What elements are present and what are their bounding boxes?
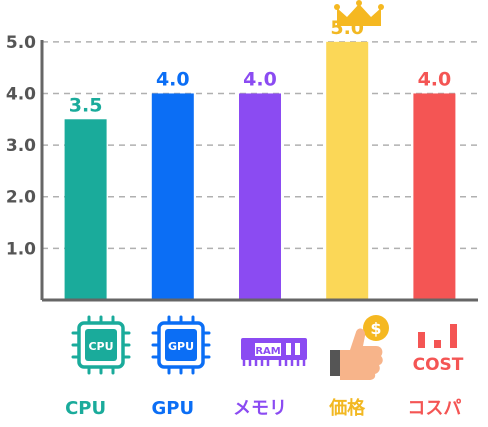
- bar: [64, 119, 107, 300]
- category-labels: CPU GPU メモリ 価格 コスパ: [65, 397, 461, 419]
- cpu-chip-icon: CPU: [71, 315, 131, 375]
- data-label: 4.0: [243, 68, 277, 90]
- ram-icon-text: RAM: [255, 346, 280, 357]
- bars: [64, 41, 456, 301]
- bar: [413, 93, 456, 300]
- data-label: 4.0: [418, 68, 452, 90]
- x-tick-label: GPU: [152, 398, 195, 419]
- y-tick-label: 2.0: [6, 188, 36, 208]
- bar: [239, 93, 281, 300]
- cost-icon-text: COST: [413, 355, 464, 375]
- y-tick-label: 4.0: [6, 84, 36, 104]
- gpu-icon-text: GPU: [168, 340, 194, 353]
- y-tick-label: 3.0: [6, 136, 36, 156]
- crown-icon: [334, 0, 384, 26]
- x-tick-label: CPU: [65, 398, 106, 419]
- data-label: 3.5: [69, 94, 103, 116]
- gridlines: [42, 41, 478, 250]
- y-tick-label: 5.0: [6, 33, 36, 53]
- y-tick-label: 1.0: [6, 239, 36, 259]
- bar: [326, 41, 369, 301]
- data-label: 4.0: [156, 68, 190, 90]
- gpu-chip-icon: GPU: [151, 315, 211, 375]
- coin-icon-text: $: [370, 319, 381, 338]
- ram-module-icon: RAM: [241, 338, 307, 366]
- cost-bars-icon: COST: [413, 324, 464, 375]
- x-tick-label: 価格: [328, 397, 366, 419]
- cpu-icon-text: CPU: [88, 340, 113, 353]
- x-tick-label: コスパ: [407, 398, 461, 419]
- bar: [151, 93, 194, 300]
- coin-icon: [363, 315, 389, 341]
- y-tick-labels: 1.0 2.0 3.0 4.0 5.0: [6, 33, 36, 260]
- axes: [40, 40, 478, 302]
- thumbs-up-coin-icon: $: [330, 315, 389, 380]
- x-tick-label: メモリ: [233, 398, 287, 419]
